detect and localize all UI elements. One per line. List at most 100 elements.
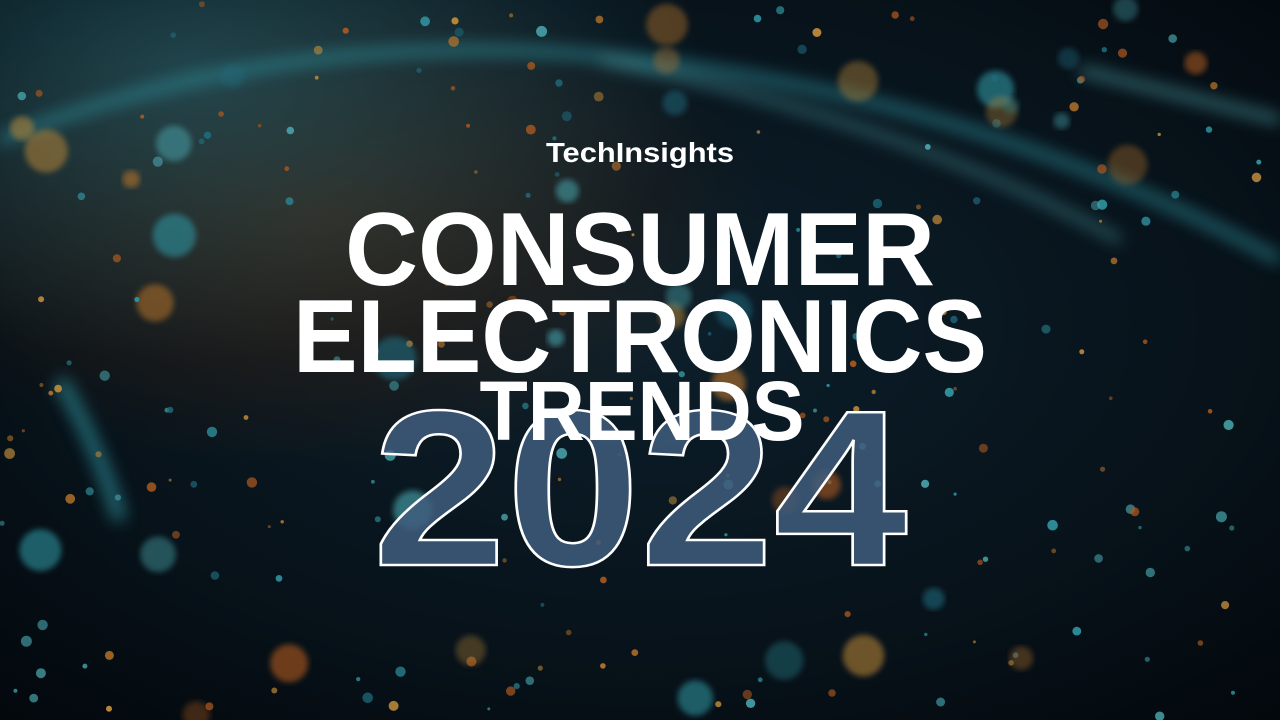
bokeh-dot: [502, 558, 507, 563]
bokeh-dot: [280, 520, 284, 524]
bokeh-dot: [182, 701, 210, 720]
light-streaks: [0, 45, 1280, 522]
bokeh-dot: [715, 701, 722, 708]
bokeh-dot: [668, 496, 677, 505]
bokeh-dot: [547, 329, 565, 347]
bokeh-dot: [595, 15, 604, 24]
bokeh-dot: [1057, 47, 1080, 69]
bokeh-dot: [1009, 646, 1034, 670]
bokeh-dot: [873, 253, 880, 259]
bokeh-dot: [420, 16, 430, 27]
bokeh-dot: [0, 520, 5, 526]
bokeh-dot: [54, 384, 62, 393]
title-line: ELECTRONICS: [293, 279, 987, 395]
bokeh-dot: [826, 383, 830, 388]
bokeh-dot: [540, 602, 545, 607]
bokeh-dot: [552, 136, 557, 141]
bokeh-dot: [620, 224, 626, 230]
bokeh-dot: [662, 90, 688, 116]
bokeh-dot: [167, 406, 174, 414]
bokeh-dot: [747, 268, 757, 277]
bokeh-dot: [403, 452, 407, 456]
bokeh-dot: [859, 442, 866, 450]
bokeh-dot: [1210, 82, 1218, 90]
bokeh-dot: [395, 666, 406, 677]
bokeh-dot: [1094, 554, 1103, 563]
bokeh-dot: [871, 389, 876, 395]
bokeh-dot: [24, 129, 68, 173]
bokeh-dot: [21, 429, 25, 433]
bokeh-dot: [389, 380, 399, 391]
bokeh-dot: [342, 27, 349, 34]
bokeh-dot: [844, 611, 851, 618]
bokeh-dot: [658, 302, 686, 329]
bokeh-dot: [371, 479, 375, 484]
streak: [53, 376, 127, 522]
bokeh-dot: [1113, 0, 1138, 22]
bokeh-dot: [1041, 324, 1051, 334]
bokeh-dot: [246, 477, 258, 488]
bokeh-dot: [924, 144, 931, 150]
title-line: TRENDS: [480, 364, 805, 458]
bokeh-dot: [909, 16, 915, 22]
bokeh-dot: [535, 261, 540, 266]
bokeh-dot: [1229, 525, 1235, 531]
bokeh-dot: [190, 480, 198, 488]
bokeh-dot: [486, 301, 493, 308]
bokeh-dot: [611, 161, 621, 171]
year: 2024: [373, 365, 908, 613]
bokeh-dot: [270, 644, 309, 683]
bokeh-dot: [707, 332, 712, 336]
bokeh-dot: [205, 702, 214, 711]
bokeh-dot: [507, 295, 518, 307]
bokeh-dot: [106, 705, 112, 712]
bokeh-dot: [1197, 640, 1204, 646]
bokeh-dot: [1090, 200, 1101, 211]
bokeh-dot: [501, 513, 508, 521]
bokeh-dot: [220, 64, 245, 88]
bokeh-dot: [936, 697, 946, 707]
bokeh-dot: [921, 479, 930, 488]
bokeh-dot: [437, 340, 445, 348]
bokeh-dot: [842, 634, 885, 677]
bokeh-dot: [757, 677, 763, 683]
bokeh-dot: [4, 448, 15, 459]
bokeh-dot: [95, 451, 102, 458]
bokeh-dot: [275, 575, 283, 582]
bokeh-dot: [978, 443, 988, 453]
bokeh-dot: [1207, 409, 1213, 414]
bokeh-dot: [1221, 601, 1230, 610]
bokeh-dot: [20, 635, 32, 647]
bokeh-dot: [972, 640, 976, 644]
bokeh-dot: [600, 576, 607, 584]
bokeh-dot: [19, 529, 62, 572]
bokeh-dot: [1100, 466, 1106, 472]
bokeh-dot: [152, 156, 163, 167]
bokeh-dot: [944, 387, 954, 397]
bokeh-dot: [1141, 216, 1151, 226]
bokeh-dot: [454, 27, 464, 37]
bokeh-dot: [257, 124, 262, 128]
bokeh-dot: [384, 449, 396, 461]
bokeh-dot: [823, 416, 830, 423]
bokeh-dot: [388, 700, 399, 711]
bokeh-dot: [362, 692, 374, 704]
bokeh-dot: [1053, 112, 1070, 129]
bokeh-dot: [210, 571, 220, 580]
bokeh-dot: [35, 668, 46, 679]
bokeh-dot: [1101, 47, 1108, 53]
bokeh-dot: [1117, 48, 1128, 58]
bokeh-dot: [156, 125, 192, 162]
bokeh-dot: [953, 492, 957, 496]
bokeh-dot: [916, 204, 921, 210]
bokeh-dot: [1099, 219, 1103, 223]
bokeh-dot: [631, 233, 635, 237]
streak: [1079, 66, 1280, 124]
bokeh-dot: [104, 650, 114, 660]
bokeh-dot: [617, 452, 622, 457]
bokeh-dot: [474, 170, 478, 174]
bokeh-dot: [953, 386, 957, 391]
bokeh-dot: [134, 296, 140, 303]
bokeh-dot: [1205, 126, 1213, 133]
